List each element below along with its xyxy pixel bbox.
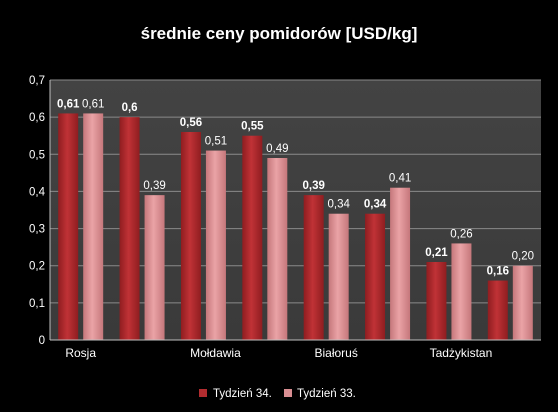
y-tick-label: 0,4	[29, 186, 46, 198]
bar-series-1	[119, 117, 140, 341]
x-category-label: Mołdawia	[190, 346, 241, 360]
bar-series-2	[451, 243, 472, 340]
y-tick-label: 0,2	[29, 261, 45, 273]
data-label: 0,21	[425, 247, 448, 259]
y-tick-label: 0,3	[29, 224, 45, 236]
bar-series-2	[144, 195, 165, 340]
data-label: 0,16	[487, 266, 509, 278]
data-label: 0,34	[364, 199, 387, 211]
bar-series-1	[180, 132, 201, 340]
legend-label-tydzien-34: Tydzień 34.	[213, 388, 272, 400]
bar-series-2	[83, 113, 104, 340]
data-label: 0,39	[143, 180, 165, 192]
data-label: 0,39	[302, 180, 324, 192]
bar-series-1	[242, 135, 263, 340]
bar-series-2	[205, 150, 226, 340]
bar-series-2	[267, 158, 288, 340]
data-label: 0,49	[266, 143, 288, 155]
bar-series-1	[365, 213, 386, 340]
bar-series-2	[328, 213, 349, 340]
y-tick-label: 0,1	[29, 298, 45, 310]
data-label: 0,51	[205, 136, 227, 148]
y-tick-label: 0,5	[29, 149, 45, 161]
bar-series-1	[487, 280, 508, 340]
x-category-label: Tadżykistan	[430, 346, 493, 360]
x-category-label: Rosja	[65, 346, 96, 360]
bar-series-1	[58, 113, 79, 340]
y-tick-label: 0	[39, 335, 45, 347]
y-tick-label: 0,7	[29, 75, 45, 87]
x-category-label: Białoruś	[315, 346, 358, 360]
data-label: 0,61	[82, 98, 104, 110]
x-axis-categories: Rosja Mołdawia Białoruś Tadżykistan	[65, 346, 492, 360]
data-label: 0,56	[180, 117, 202, 129]
bar-series-1	[426, 262, 447, 340]
legend-swatch-tydzien-33	[284, 389, 292, 397]
y-axis-ticks: 0 0,1 0,2 0,3 0,4 0,5 0,6 0,7	[29, 75, 46, 347]
legend: Tydzień 34. Tydzień 33.	[199, 388, 356, 400]
data-label: 0,55	[241, 121, 264, 133]
bar-series-2	[512, 265, 533, 340]
data-label: 0,20	[512, 251, 534, 263]
y-tick-label: 0,6	[29, 112, 45, 124]
data-label: 0,26	[450, 228, 472, 240]
bars	[58, 113, 533, 341]
data-label: 0,6	[122, 102, 138, 114]
data-label: 0,61	[57, 98, 80, 110]
legend-label-tydzien-33: Tydzień 33.	[297, 388, 356, 400]
bar-series-1	[303, 195, 324, 340]
data-label: 0,34	[327, 199, 350, 211]
data-label: 0,41	[389, 173, 411, 185]
chart-title: średnie ceny pomidorów [USD/kg]	[141, 24, 418, 43]
bar-series-2	[390, 187, 411, 340]
data-labels: 0,61 0,60,56 0,550,390,340,210,160,610,390…	[57, 98, 534, 277]
legend-swatch-tydzien-34	[199, 389, 207, 397]
